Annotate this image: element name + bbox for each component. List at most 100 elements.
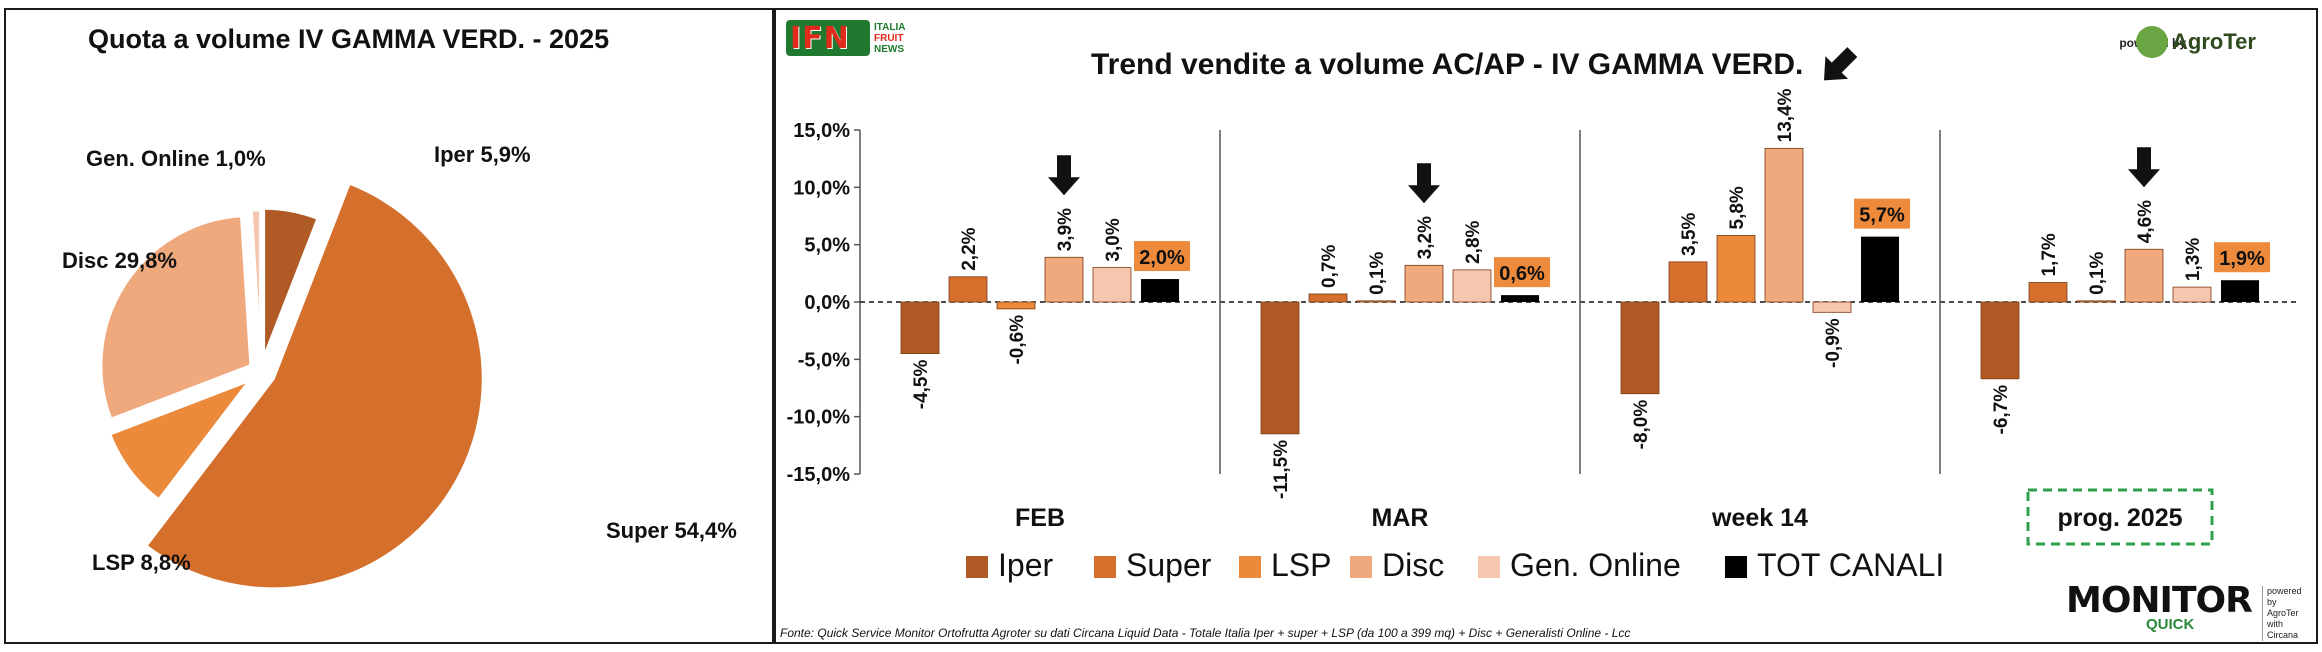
bar-label-disc-mar: 3,2% [1415,216,1436,259]
tot-label-bg [1134,241,1190,272]
bar-label-gen-online-feb: 3,0% [1103,218,1124,261]
y-tick-label: -15,0% [787,464,851,486]
bar-disc-feb [1044,256,1084,303]
bar-label-iper-mar: -11,5% [1271,440,1292,499]
bar-label-disc-week-14: 13,4% [1775,88,1796,142]
legend-swatch-disc [1350,556,1372,578]
y-tick-label: 5,0% [804,235,850,257]
pie-slice-iper [262,206,320,359]
bar-super-prog-2025 [2028,282,2068,303]
pie-label-gen-online: Gen. Online 1,0% [86,146,266,171]
agroter-logo: AgroTer [2136,24,2256,64]
bar-label-tot-canali-mar: 0,6% [1499,263,1545,285]
bar-super-feb [948,276,988,303]
y-tick-label: 10,0% [793,177,850,199]
pie-label-iper: Iper 5,9% [434,142,531,167]
bar-gen-online-prog-2025 [2172,286,2212,303]
tot-label-bg [1854,198,1910,229]
arrow-shape [1824,47,1858,81]
pie-chart-panel: Quota a volume IV GAMMA VERD. - 2025 Ipe… [4,8,774,644]
bar-iper-feb [900,301,940,354]
bar-label-tot-canali-week-14: 5,7% [1859,205,1905,227]
arrow-down-icon [1408,163,1440,204]
legend-swatch-gen-online [1478,556,1500,578]
pie-label-super: Super 54,4% [606,518,737,543]
bar-label-lsp-week-14: 5,8% [1727,186,1748,229]
pie-chart: Iper 5,9% Super 54,4% LSP 8,8% Disc 29,8% Ge… [62,142,737,591]
bar-label-gen-online-prog-2025: 1,3% [2183,238,2204,281]
legend-swatch-tot-canali [1725,556,1747,578]
bar-iper-prog-2025 [1980,301,2020,380]
bar-label-super-mar: 0,7% [1319,245,1340,288]
bar-label-disc-feb: 3,9% [1055,208,1076,251]
x-tick-label-feb: FEB [1015,504,1065,532]
pie-label-lsp: LSP 8,8% [92,550,191,575]
y-tick-label: -10,0% [787,407,851,429]
y-tick-label: 0,0% [804,292,850,314]
bar-chart-title: Trend vendite a volume AC/AP - IV GAMMA … [1091,48,1804,81]
bar-lsp-mar [1356,300,1396,303]
tot-label-bg [2214,242,2270,273]
arrow-shape [2128,147,2160,188]
bar-chart-panel: IFN ITALIA FRUIT NEWS Trend vendite a vo… [774,8,2318,644]
bar-label-gen-online-week-14: -0,9% [1823,318,1844,368]
bar-disc-week-14 [1764,147,1804,303]
x-tick-label-week-14: week 14 [1711,504,1808,532]
ifn-sub-1: ITALIA [874,22,906,33]
bar-tot-canali-mar [1501,295,1539,302]
arrow-down-icon [1824,47,1858,81]
x-tick-label-mar: MAR [1372,504,1429,532]
legend-label-super: Super [1126,547,1212,583]
bar-lsp-week-14 [1716,235,1756,303]
monitor-side-text: powered by AgroTer with Circana [2262,586,2302,641]
pie-slice-lsp [107,377,255,502]
bar-lsp-feb [996,301,1036,310]
arrow-shape [1408,163,1440,204]
bar-label-lsp-mar: 0,1% [1367,251,1388,294]
pie-slice-gen-online [249,208,263,361]
ifn-sub-2: FRUIT [874,33,904,44]
ifn-logo-text: IFN [790,21,850,56]
bar-label-super-feb: 2,2% [959,227,980,270]
monitor-logo-text: MONITOR [2066,580,2253,621]
x-tick-label-prog-2025: prog. 2025 [2057,504,2182,532]
y-tick-label: 15,0% [793,120,850,142]
bar-iper-mar [1260,301,1300,435]
pie-chart-title: Quota a volume IV GAMMA VERD. - 2025 [88,24,610,54]
legend-label-tot-canali: TOT CANALI [1757,547,1944,583]
ifn-logo: IFN ITALIA FRUIT NEWS [786,20,916,58]
legend-label-iper: Iper [998,547,1053,583]
bar-disc-mar [1404,264,1444,303]
bar-gen-online-mar [1452,269,1492,303]
bar-label-lsp-feb: -0,6% [1007,315,1028,365]
bar-label-iper-feb: -4,5% [911,360,932,410]
arrow-down-icon [2128,147,2160,188]
monitor-quick-logo: MONITOR QUICK powered by AgroTer with Ci… [2066,580,2302,641]
bar-label-super-prog-2025: 1,7% [2039,233,2060,276]
tot-label-bg [1494,257,1550,288]
bar-tot-canali-prog-2025 [2221,280,2259,302]
bar-label-lsp-prog-2025: 0,1% [2087,251,2108,294]
monitor-logo-sub: QUICK [2146,616,2195,633]
legend-swatch-super [1094,556,1116,578]
pie-slice-super [143,181,485,591]
agroter-logo-text: AgroTer [2172,29,2256,54]
bar-gen-online-week-14 [1812,301,1852,313]
bar-label-iper-prog-2025: -6,7% [1991,385,2012,435]
highlight-box [2026,488,2214,546]
arrow-shape [1048,155,1080,196]
bar-lsp-prog-2025 [2076,300,2116,303]
legend-swatch-iper [966,556,988,578]
bar-iper-week-14 [1620,301,1660,395]
legend-swatch-lsp [1239,556,1261,578]
pie-slice-disc [99,214,253,422]
legend-label-disc: Disc [1382,547,1444,583]
legend-label-gen-online: Gen. Online [1510,547,1681,583]
bar-chart: -15,0% -10,0% -5,0% 0,0% 5,0% 10,0% 15,0% -4,5%… [787,47,2300,583]
bar-label-gen-online-mar: 2,8% [1463,220,1484,263]
bar-super-mar [1308,293,1348,303]
legend-label-lsp: LSP [1271,547,1331,583]
bar-label-disc-prog-2025: 4,6% [2135,200,2156,243]
pie-label-disc: Disc 29,8% [62,248,177,273]
bar-gen-online-feb [1092,267,1132,303]
